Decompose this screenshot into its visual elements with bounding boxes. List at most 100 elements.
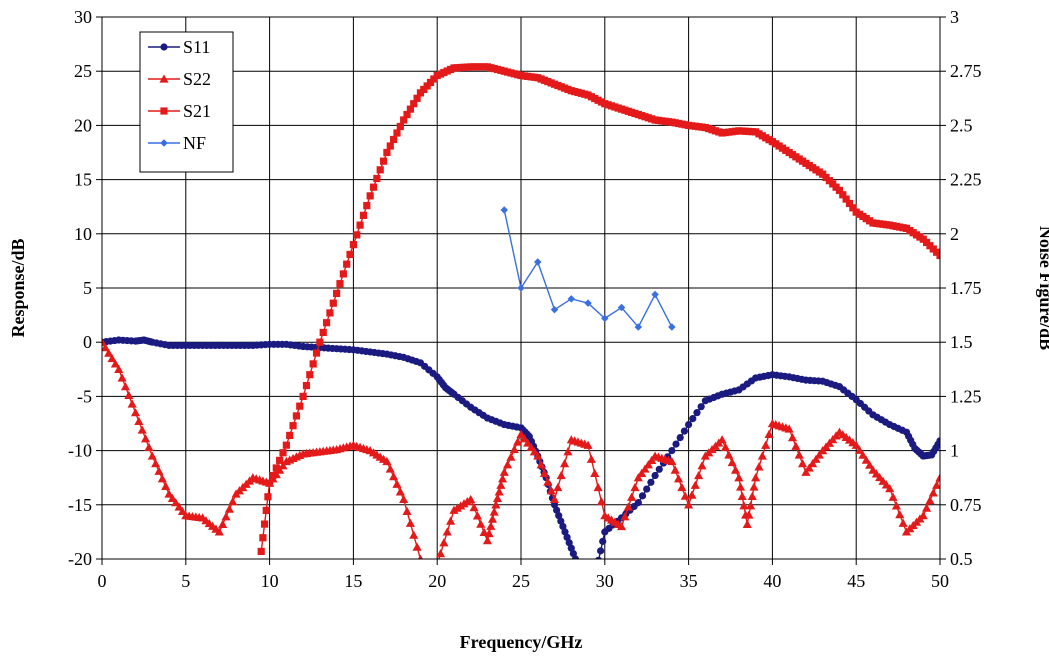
data-point-s21 [383,148,391,157]
y-tick-label: 15 [74,170,92,190]
y2-tick-label: 0.75 [950,495,982,515]
data-point-s22 [751,473,761,482]
data-point-s11 [680,427,689,435]
data-point-s11 [580,577,587,584]
data-point-s11 [672,440,680,448]
data-point-s22 [677,482,687,492]
data-point-s22 [487,514,498,523]
data-point-s21 [936,251,940,260]
data-point-s22 [643,460,653,469]
legend-marker-nf [160,139,168,147]
data-point-s21 [363,202,371,210]
data-point-nf [584,299,592,307]
data-point-s22 [278,461,288,470]
data-point-s22 [409,530,419,539]
data-point-s21 [356,221,364,229]
data-point-s21 [316,338,324,346]
data-point-nf [617,303,626,312]
data-point-s21 [296,402,304,410]
data-point-s22 [419,563,428,571]
data-point-s22 [861,455,871,464]
data-point-s22 [935,473,940,482]
data-point-s22 [734,473,744,482]
x-tick-label: 10 [261,571,279,591]
data-point-s22 [466,494,476,504]
data-point-s22 [499,467,509,476]
data-point-s22 [134,416,144,425]
data-point-s11 [565,539,573,547]
data-point-s11 [567,544,575,552]
data-point-s22 [746,501,756,510]
y-tick-label: -5 [77,386,92,406]
data-point-s22 [596,496,607,506]
data-point-s22 [446,516,456,525]
x-tick-label: 40 [763,571,781,591]
data-point-s22 [174,502,184,511]
data-point-s11 [584,588,591,595]
legend-label-s22: S22 [183,69,211,89]
data-point-s22 [749,482,759,491]
data-point-s11 [569,549,577,558]
y2-tick-label: 0.5 [950,549,973,569]
data-point-s22 [684,500,694,509]
data-point-s22 [486,521,496,530]
data-point-s11 [936,437,940,445]
data-point-s21 [406,105,414,113]
data-point-s22 [791,441,801,450]
data-point-s22 [563,447,573,456]
data-point-s22 [735,482,746,491]
data-point-s22 [533,451,543,460]
data-point-s22 [110,359,120,368]
data-point-s21 [349,241,357,249]
data-point-s22 [389,472,399,481]
data-point-s22 [720,442,731,451]
data-point-s22 [496,480,506,489]
data-point-s22 [167,493,177,502]
data-point-s21 [339,270,347,278]
data-point-nf [601,314,609,323]
data-point-s22 [811,454,821,463]
data-point-s22 [922,503,932,512]
data-point-s22 [114,364,124,373]
data-point-s22 [801,467,811,476]
data-point-s21 [346,250,354,258]
data-point-s21 [376,166,384,174]
data-point-s11 [571,555,580,559]
data-point-s21 [842,195,850,203]
data-point-s22 [539,468,550,478]
data-point-s22 [583,440,593,449]
data-point-nf [534,258,542,266]
data-point-s11 [559,522,567,531]
data-point-s11 [676,433,684,442]
data-point-s22 [399,494,409,504]
data-point-s22 [171,498,181,507]
data-point-s21 [289,422,297,430]
data-point-s22 [553,482,563,492]
y-tick-label: -15 [68,495,92,515]
data-point-s22 [739,501,749,510]
data-point-s21 [369,183,378,191]
legend-marker-s21 [160,107,168,115]
data-point-s22 [519,434,529,443]
data-point-s22 [154,466,164,475]
data-point-s22 [127,399,137,408]
data-point-s22 [489,507,499,516]
data-point-s22 [865,460,875,469]
y-tick-label: 20 [74,115,92,135]
data-point-s11 [685,420,693,429]
y2-tick-label: 1 [950,441,959,461]
data-point-s21 [262,506,270,515]
data-point-s22 [117,373,127,382]
data-point-s11 [553,506,561,514]
data-point-s22 [120,382,131,391]
data-point-s22 [435,549,446,558]
data-point-s21 [400,116,408,124]
data-point-s22 [484,528,494,538]
data-point-s11 [643,485,651,493]
data-point-s22 [687,490,697,499]
data-point-s22 [851,440,861,449]
data-point-s22 [885,483,895,493]
y-tick-label: 5 [83,278,92,298]
data-point-s22 [491,500,501,509]
data-point-s21 [282,441,290,449]
